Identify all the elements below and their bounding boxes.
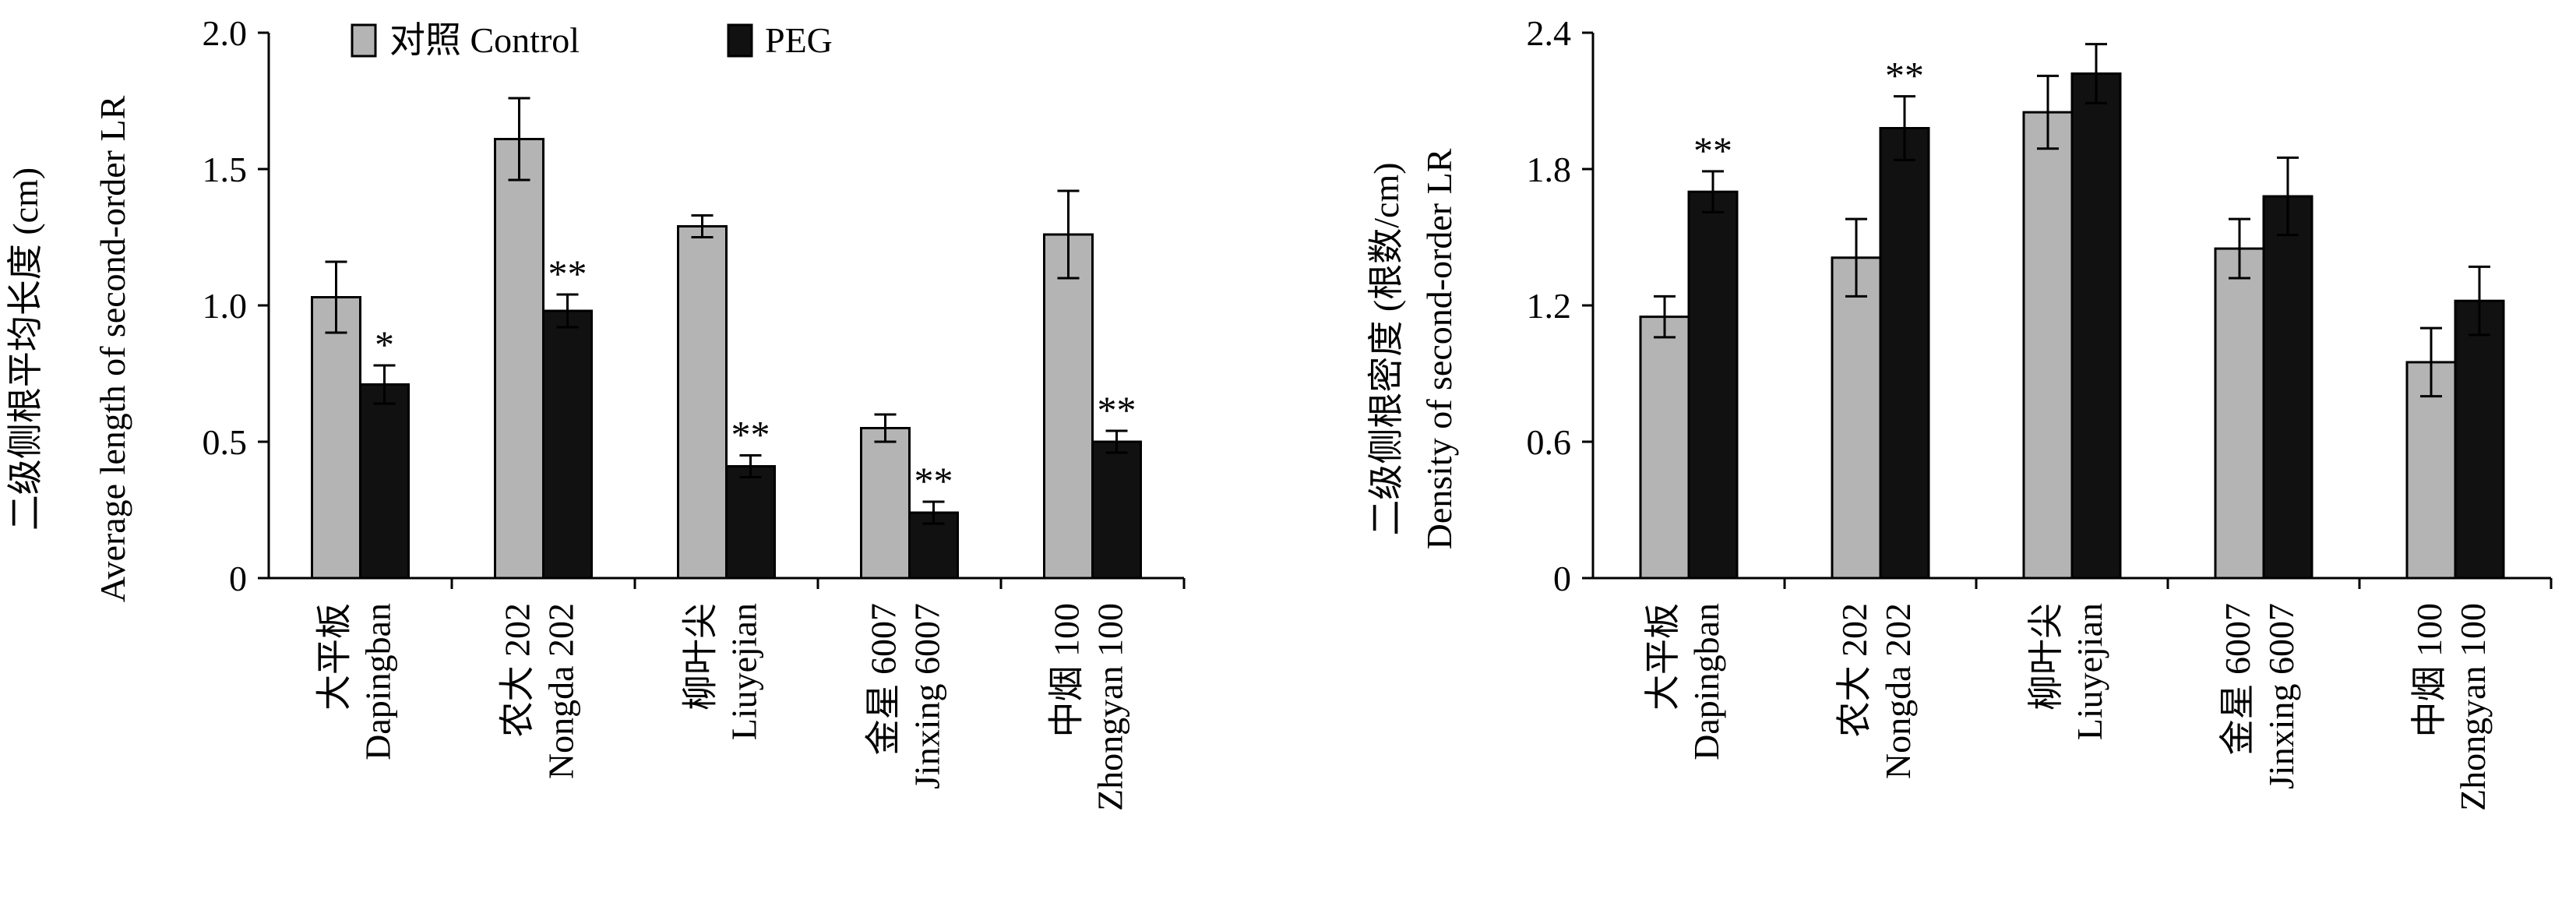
bar-peg bbox=[2262, 195, 2313, 580]
y-axis-title-cn: 二级侧根密度 (根数/cm) bbox=[1366, 162, 1406, 535]
legend-label-peg: PEG bbox=[765, 20, 833, 60]
bar-control bbox=[2022, 111, 2074, 580]
bar-control bbox=[677, 225, 728, 580]
legend-swatch-control bbox=[351, 23, 377, 58]
y-tick-label: 2.0 bbox=[203, 13, 248, 53]
bar-control bbox=[1831, 256, 1882, 580]
chart-density: ** ** 0 0.6 1.2 1.8 2.4 大平板 Dapingban 农大 202 Nongd… bbox=[1366, 13, 2553, 811]
x-tick-label-en: Liuyejian bbox=[2070, 603, 2109, 740]
bar-control bbox=[494, 138, 544, 580]
x-tick-label-en: Nongda 202 bbox=[541, 603, 581, 779]
bar-control bbox=[860, 427, 911, 580]
bar-peg bbox=[2454, 299, 2505, 580]
x-tick-label-en: Zhongyan 100 bbox=[1091, 603, 1130, 811]
significance-mark: ** bbox=[548, 252, 587, 295]
bar-peg bbox=[725, 465, 776, 580]
x-tick-label-cn: 农大 202 bbox=[1834, 603, 1874, 738]
bar-control bbox=[311, 296, 361, 580]
legend-label-control: 对照 Control bbox=[389, 20, 580, 60]
y-tick-label: 0 bbox=[1553, 559, 1571, 598]
bar-control bbox=[1639, 316, 1690, 580]
x-tick-label-cn: 大平板 bbox=[315, 603, 354, 711]
significance-mark: ** bbox=[1098, 388, 1136, 432]
y-tick-label: 0 bbox=[229, 559, 247, 598]
y-tick-label: 2.4 bbox=[1527, 13, 1572, 53]
x-tick-label-en: Dapingban bbox=[1686, 603, 1726, 760]
x-tick-label-en: Jinxing 6007 bbox=[907, 603, 947, 789]
bar-control bbox=[1043, 233, 1094, 580]
bar-peg bbox=[1879, 127, 1930, 580]
bar-control bbox=[2214, 247, 2265, 580]
y-tick-label: 0.6 bbox=[1527, 422, 1572, 462]
y-tick-label: 1.8 bbox=[1527, 150, 1572, 189]
x-tick-label-en: Liuyejian bbox=[724, 603, 764, 740]
y-tick-label: 1.2 bbox=[1527, 286, 1572, 326]
x-tick-label-cn: 中烟 100 bbox=[2409, 603, 2449, 738]
legend: 对照 Control PEG bbox=[351, 20, 833, 60]
significance-mark: ** bbox=[914, 459, 953, 503]
y-tick-label: 1.0 bbox=[203, 286, 248, 326]
x-tick-label-cn: 柳叶尖 bbox=[2026, 603, 2066, 711]
x-tick-label-cn: 金星 6007 bbox=[2218, 603, 2257, 756]
bar-peg bbox=[2070, 72, 2122, 580]
x-tick-label-en: Jinxing 6007 bbox=[2261, 603, 2301, 789]
x-tick-label-en: Zhongyan 100 bbox=[2453, 603, 2493, 811]
y-tick-label: 0.5 bbox=[203, 422, 248, 462]
legend-swatch-peg bbox=[727, 23, 753, 58]
significance-mark: ** bbox=[1693, 129, 1732, 172]
x-tick-label-en: Dapingban bbox=[358, 603, 398, 760]
x-tick-label-cn: 农大 202 bbox=[498, 603, 537, 738]
significance-mark: ** bbox=[731, 413, 770, 457]
x-tick-label-cn: 大平板 bbox=[1643, 603, 1683, 711]
y-tick-label: 1.5 bbox=[203, 150, 248, 189]
significance-mark: ** bbox=[1885, 54, 1924, 97]
bar-peg bbox=[1687, 190, 1739, 580]
y-axis-title-en: Average length of second-order LR bbox=[93, 95, 132, 602]
x-tick-label-en: Nongda 202 bbox=[1878, 603, 1918, 779]
bar-peg bbox=[542, 309, 593, 580]
x-tick-label-cn: 金星 6007 bbox=[864, 603, 904, 756]
x-tick-label-cn: 柳叶尖 bbox=[681, 603, 721, 711]
bar-peg bbox=[359, 383, 410, 580]
y-axis-title-en: Density of second-order LR bbox=[1419, 148, 1459, 549]
significance-mark: * bbox=[375, 323, 394, 366]
x-tick-label-cn: 中烟 100 bbox=[1047, 603, 1087, 738]
y-axis-title-cn: 二级侧根平均长度 (cm) bbox=[5, 168, 45, 531]
bar-peg bbox=[1091, 440, 1142, 580]
